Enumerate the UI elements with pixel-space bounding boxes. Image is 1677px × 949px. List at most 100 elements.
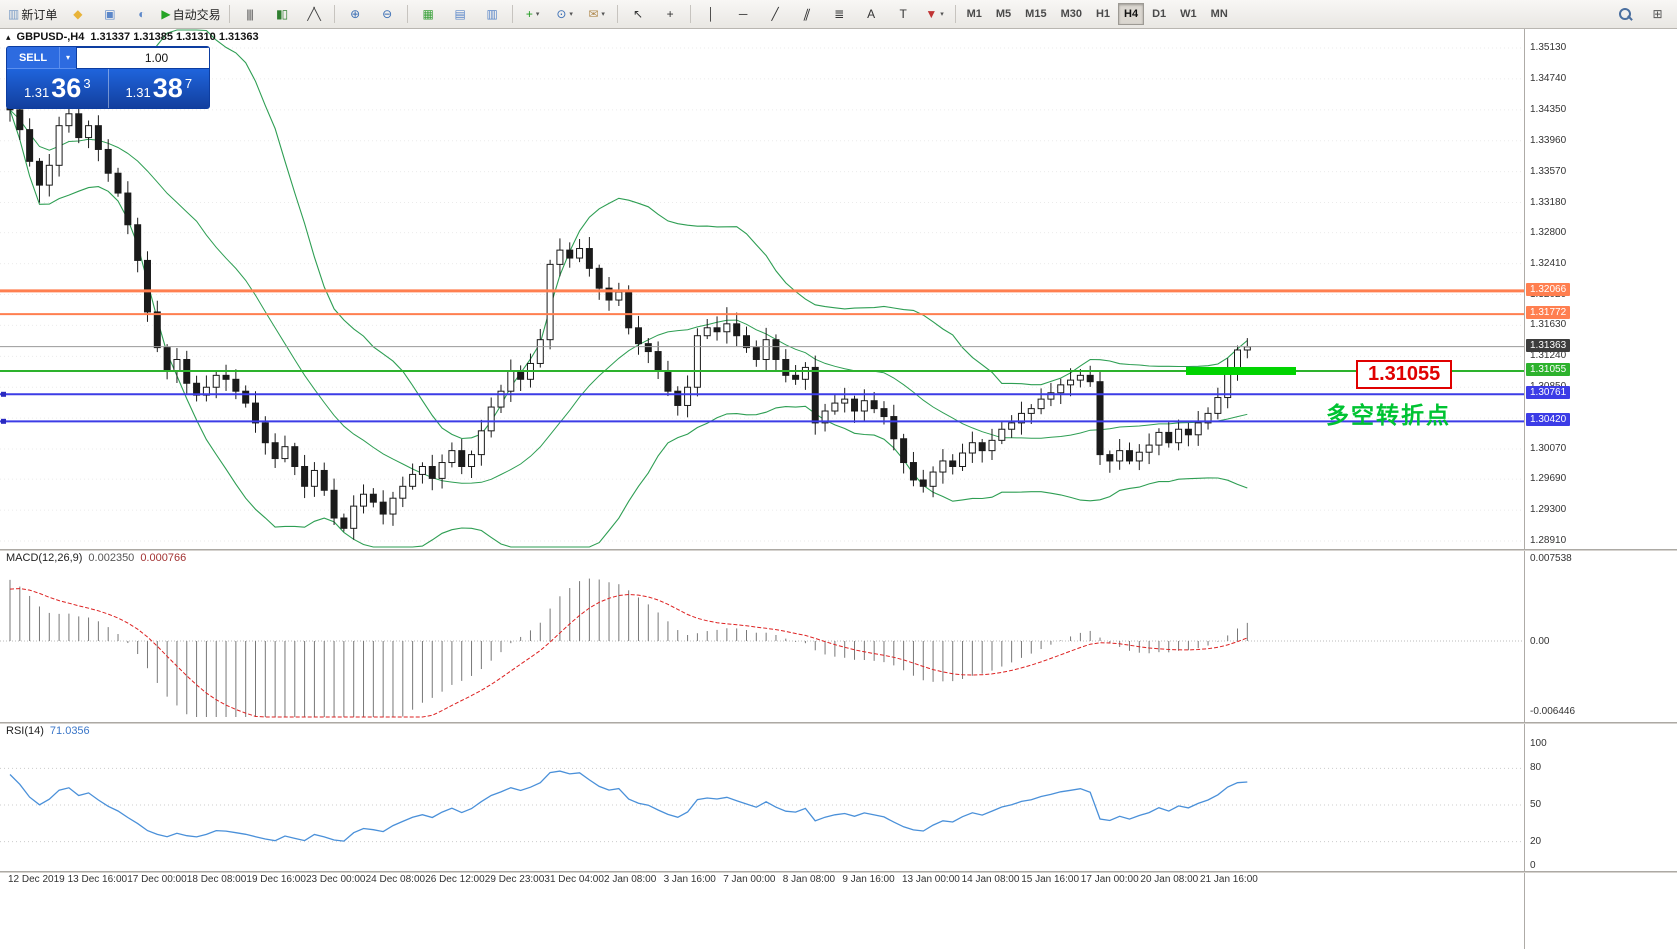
periods-icon: ⊙ <box>556 7 566 21</box>
autotrading-button-label: 自动交易 <box>172 7 221 22</box>
text-button[interactable]: A <box>855 2 887 26</box>
timeframe-m15-button[interactable]: M15 <box>1025 8 1047 20</box>
candlestick-chart-button[interactable]: ▮▯ <box>266 2 298 26</box>
new-order-button-label: 新订单 <box>21 7 58 22</box>
chevron-down-icon: ▾ <box>569 11 573 18</box>
line-chart-button[interactable]: ╱╲ <box>298 2 330 26</box>
buy-price-prefix: 1.31 <box>125 85 151 100</box>
bar-chart-icon: ||| <box>246 7 253 21</box>
timeframe-m1-button[interactable]: M1 <box>966 8 982 20</box>
sell-price-button[interactable]: 1.31 36 3 <box>7 69 108 108</box>
main-toolbar: ▥ 新订单 ◆ ▣ ◐ ▶ 自动交易 ||| ▮▯ ╱╲ ⊕ ⊖ ▦ ▤ ▥ + ▾ ⊙ ▾ ✉ ▾ ↖ + │ ─ ╱ ∥ ≣ A T ▼… <box>0 0 1677 29</box>
sell-price-prefix: 1.31 <box>23 85 50 100</box>
vertical-line-button[interactable]: │ <box>695 2 727 26</box>
one-click-collapse-icon[interactable]: ▴ <box>6 31 11 42</box>
toolbar-separator <box>511 5 513 23</box>
toolbar-separator <box>333 5 335 23</box>
cursor-button[interactable]: ↖ <box>622 2 654 26</box>
magnifier-icon <box>1617 6 1633 22</box>
text-label-button[interactable]: T <box>887 2 919 26</box>
price-divider <box>107 69 109 108</box>
new-chart-button[interactable]: ⊞ <box>1641 2 1673 26</box>
arrange-windows-button[interactable]: ▥ <box>476 2 508 26</box>
rsi-value: 71.0356 <box>49 725 90 737</box>
timeframe-m5-button[interactable]: M5 <box>995 8 1012 20</box>
navigator-button[interactable]: ▣ <box>93 2 125 26</box>
help-icon: ◐ <box>138 7 145 21</box>
arrange-windows-icon: ▥ <box>486 7 497 21</box>
timeframe-mn-button[interactable]: MN <box>1210 8 1228 20</box>
volume-input[interactable] <box>77 48 209 68</box>
text-label-icon: T <box>899 7 906 21</box>
panel-splitter-macd[interactable] <box>0 549 1677 551</box>
rsi-title: RSI(14) <box>6 725 44 737</box>
crosshair-button[interactable]: + <box>654 2 686 26</box>
timeframe-m30-button[interactable]: M30 <box>1060 8 1082 20</box>
one-click-trading-panel: SELL ▾ ▴ ▾ BUY 1.31 36 3 1.31 38 7 <box>6 46 210 109</box>
rsi-header: RSI(14) 71.0356 <box>6 725 90 737</box>
indicators-button[interactable]: + ▾ <box>517 2 549 26</box>
toolbar-separator <box>406 5 408 23</box>
toolbar-separator <box>616 5 618 23</box>
macd-header: MACD(12,26,9) 0.002350 0.000766 <box>6 552 186 564</box>
equidistant-channel-button[interactable]: ∥ <box>791 2 823 26</box>
horizontal-line-icon: ─ <box>738 7 747 21</box>
crosshair-icon: + <box>666 7 674 21</box>
horizontal-line-button[interactable]: ─ <box>727 2 759 26</box>
sell-price-sup: 3 <box>83 76 91 91</box>
tile-windows-icon: ▦ <box>422 7 433 21</box>
price-axis[interactable] <box>1524 28 1677 949</box>
new-order-icon: ▥ <box>8 7 19 21</box>
chevron-down-icon: ▾ <box>940 11 944 18</box>
templates-button[interactable]: ✉ ▾ <box>581 2 613 26</box>
macd-title: MACD(12,26,9) <box>6 552 83 564</box>
vertical-line-icon: │ <box>707 7 714 21</box>
text-icon: A <box>867 7 875 21</box>
trendline-button[interactable]: ╱ <box>759 2 791 26</box>
arrows-button[interactable]: ▼ ▾ <box>919 2 951 26</box>
fibonacci-icon: ≣ <box>834 7 844 21</box>
periods-button[interactable]: ⊙ ▾ <box>549 2 581 26</box>
trendline-icon: ╱ <box>771 7 778 21</box>
buy-price-sup: 7 <box>184 76 193 91</box>
templates-icon: ✉ <box>588 7 598 21</box>
cascade-windows-button[interactable]: ▤ <box>444 2 476 26</box>
volume-dropdown-button[interactable]: ▾ <box>60 47 76 69</box>
new-order-button[interactable]: ▥ 新订单 <box>4 2 61 26</box>
time-axis-separator <box>0 871 1677 873</box>
bar-chart-button[interactable]: ||| <box>234 2 266 26</box>
fibonacci-button[interactable]: ≣ <box>823 2 855 26</box>
help-button[interactable]: ◐ <box>125 2 157 26</box>
sell-button[interactable]: SELL <box>7 47 60 69</box>
cascade-windows-icon: ▤ <box>454 7 465 21</box>
turning-point-note[interactable]: 多空转折点 <box>1326 402 1451 428</box>
cursor-icon: ↖ <box>633 7 643 21</box>
timeframe-w1-button[interactable]: W1 <box>1180 8 1197 20</box>
tile-windows-button[interactable]: ▦ <box>412 2 444 26</box>
chevron-down-icon: ▾ <box>535 11 540 18</box>
buy-price-button[interactable]: 1.31 38 7 <box>109 69 210 108</box>
equidistant-channel-icon: ∥ <box>801 7 812 21</box>
buy-price-big: 38 <box>152 73 183 103</box>
timeframe-d1-button[interactable]: D1 <box>1152 8 1167 20</box>
zoom-in-icon: ⊕ <box>350 7 360 21</box>
metaeditor-button[interactable]: ◆ <box>61 2 93 26</box>
indicators-icon: + <box>525 7 533 21</box>
autotrading-button[interactable]: ▶ 自动交易 <box>157 2 224 26</box>
timeframe-h4-button[interactable]: H4 <box>1118 3 1145 25</box>
chart-header: ▴ GBPUSD-,H4 1.31337 1.31385 1.31310 1.3… <box>6 31 259 43</box>
autotrading-icon: ▶ <box>161 7 170 21</box>
price-callout-object[interactable]: 1.31055 <box>1356 360 1453 389</box>
zoom-in-button[interactable]: ⊕ <box>339 2 371 26</box>
timeframe-h1-button[interactable]: H1 <box>1095 8 1111 20</box>
toolbar-separator <box>689 5 691 23</box>
metaeditor-icon: ◆ <box>73 7 82 21</box>
candlestick-chart-icon: ▮▯ <box>276 7 288 21</box>
macd-signal-value: 0.000766 <box>140 552 187 564</box>
search-button[interactable] <box>1609 2 1641 26</box>
arrows-icon: ▼ <box>925 7 937 21</box>
panel-splitter-rsi[interactable] <box>0 722 1677 724</box>
zoom-out-button[interactable]: ⊖ <box>371 2 403 26</box>
